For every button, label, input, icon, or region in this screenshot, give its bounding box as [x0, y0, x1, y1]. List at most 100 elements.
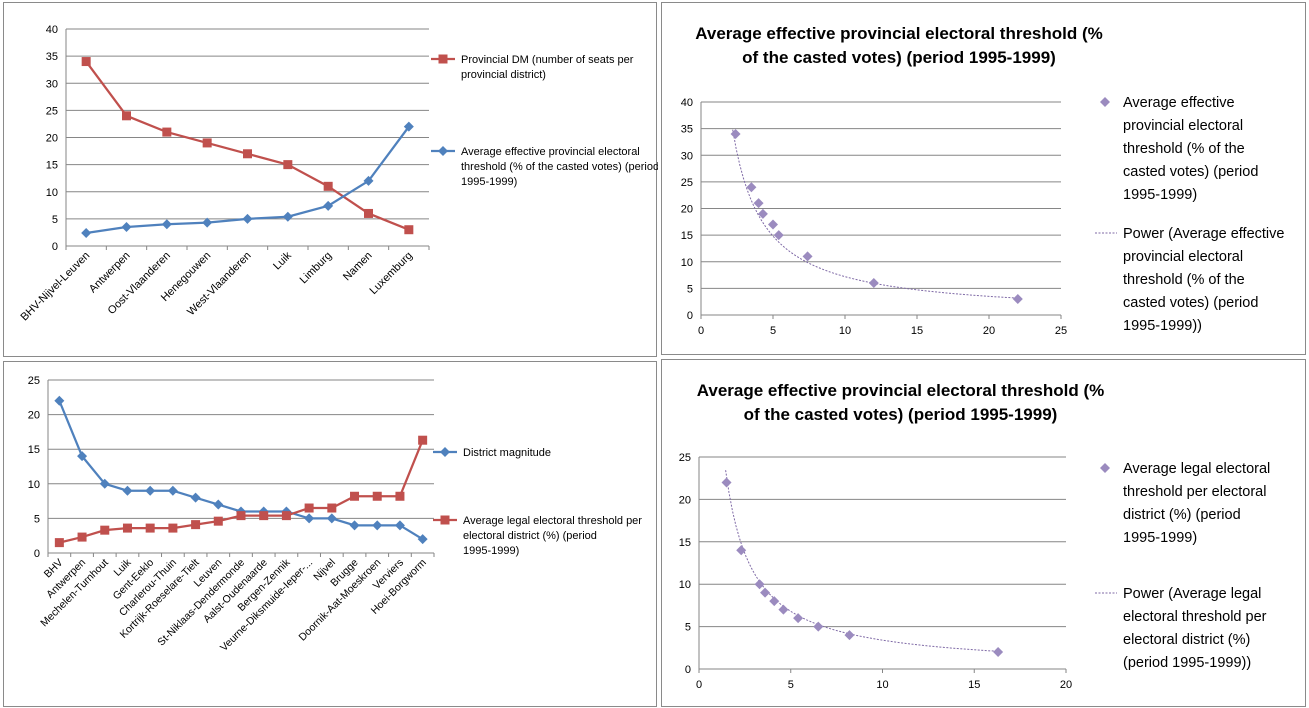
district-ytick-label: 0	[34, 548, 40, 560]
district-data-point	[54, 538, 64, 548]
legal-xtick-label: 20	[1060, 679, 1072, 691]
provincial-ytick-label: 35	[46, 51, 58, 63]
line-chart-provincial: 0510152025303540BHV-Nijvel-LeuvenAntwerp…	[19, 24, 658, 323]
provincial-ytick-label: 25	[46, 105, 58, 117]
provincial-ytick-label: 0	[52, 241, 58, 253]
legal-data-point	[736, 545, 747, 556]
effective-ytick-label: 5	[687, 283, 693, 295]
legal-data-point	[793, 613, 804, 624]
district-legend-label: Average legal electoral threshold per ele…	[463, 515, 642, 557]
district-ytick-label: 15	[28, 444, 40, 456]
provincial-data-point	[81, 57, 91, 67]
effective-legend-trend-label: Power (Average effective provincial elect…	[1123, 226, 1284, 334]
legal-ytick-label: 10	[679, 579, 691, 591]
effective-data-point	[868, 278, 879, 289]
provincial-ytick-label: 15	[46, 160, 58, 172]
district-data-point	[167, 485, 178, 496]
provincial-data-point	[323, 181, 333, 191]
provincial-data-point	[202, 138, 212, 148]
legal-xtick-label: 15	[968, 679, 980, 691]
legal-data-point	[778, 604, 789, 615]
legal-data-point	[993, 647, 1004, 658]
provincial-data-point	[323, 200, 334, 211]
legal-legend-marker	[1100, 463, 1110, 473]
district-data-point	[213, 499, 224, 510]
effective-xtick-label: 10	[839, 325, 851, 337]
effective-xtick-label: 15	[911, 325, 923, 337]
legal-chart-title: Average effective provincial electoral t…	[697, 381, 1105, 424]
provincial-data-point	[161, 219, 172, 230]
district-data-point	[145, 523, 155, 533]
scatter-chart-legal-threshold: Average effective provincial electoral t…	[679, 381, 1271, 691]
provincial-ytick-label: 5	[52, 214, 58, 226]
district-ytick-label: 5	[34, 513, 40, 525]
provincial-data-point	[282, 211, 293, 222]
district-data-point	[122, 485, 133, 496]
provincial-legend-marker	[438, 146, 448, 156]
provincial-data-point	[403, 121, 414, 132]
district-legend-marker	[440, 515, 450, 525]
effective-power-trendline	[732, 129, 1018, 299]
provincial-category-label: Limburg	[298, 250, 335, 287]
legal-legend-label: Average legal electoral threshold per ele…	[1123, 461, 1270, 546]
effective-data-point	[730, 128, 741, 139]
chart-panel-provincial-dm: 0 5 10 15 20 25 30 35 40 BHV-Nijvel-Leuven Antwerp…	[3, 2, 658, 357]
effective-data-point	[757, 208, 768, 219]
district-data-point	[236, 511, 246, 521]
district-series-line	[59, 439, 424, 544]
district-ytick-label: 25	[28, 375, 40, 387]
provincial-data-point	[122, 111, 131, 121]
provincial-category-label: Luxemburg	[368, 250, 415, 297]
effective-data-point	[1012, 294, 1023, 305]
district-data-point	[417, 534, 428, 545]
legal-xtick-label: 5	[788, 679, 794, 691]
legal-xtick-label: 0	[696, 679, 702, 691]
district-data-point	[54, 395, 65, 406]
provincial-legend-label: Average effective provincial electoral th…	[461, 146, 658, 188]
district-data-point	[394, 520, 405, 531]
legal-legend-trend-label: Power (Average legal electoral threshold …	[1123, 586, 1267, 671]
provincial-data-point	[81, 227, 92, 238]
effective-xtick-label: 25	[1055, 325, 1067, 337]
district-data-point	[168, 523, 178, 533]
provincial-data-point	[242, 213, 253, 224]
effective-xtick-label: 5	[770, 325, 776, 337]
district-data-point	[372, 520, 383, 531]
district-data-point	[281, 511, 291, 521]
effective-data-point	[802, 251, 813, 262]
district-legend-label: District magnitude	[463, 447, 551, 459]
provincial-data-point	[243, 149, 252, 159]
district-data-point	[145, 485, 156, 496]
provincial-ytick-label: 40	[46, 24, 58, 36]
district-data-point	[213, 516, 223, 526]
legal-ytick-label: 15	[679, 537, 691, 549]
district-data-point	[99, 478, 110, 489]
effective-ytick-label: 15	[681, 230, 693, 242]
provincial-data-point	[363, 175, 374, 186]
district-ytick-label: 20	[28, 410, 40, 422]
legal-power-trendline	[725, 470, 999, 652]
effective-data-point	[746, 182, 757, 193]
scatter-chart-effective-threshold: Average effective provincial electoral t…	[681, 24, 1285, 337]
provincial-ytick-label: 20	[46, 133, 58, 145]
legal-data-point	[813, 621, 824, 632]
legal-ytick-label: 20	[679, 494, 691, 506]
legal-ytick-label: 25	[679, 452, 691, 464]
effective-ytick-label: 40	[681, 97, 693, 109]
effective-legend-label: Average effective provincial electoral thr…	[1123, 95, 1258, 203]
legal-ytick-label: 0	[685, 664, 691, 676]
legal-data-point	[754, 579, 765, 590]
district-data-point	[350, 491, 360, 501]
effective-legend-marker	[1100, 97, 1110, 107]
effective-ytick-label: 25	[681, 177, 693, 189]
effective-data-point	[773, 230, 784, 241]
district-data-point	[190, 492, 201, 503]
provincial-legend-marker	[438, 54, 448, 64]
provincial-ytick-label: 30	[46, 78, 58, 90]
effective-ytick-label: 35	[681, 124, 693, 136]
effective-ytick-label: 0	[687, 310, 693, 322]
chart-panel-district-magnitude: 0 5 10 15 20 25 BHV Antwerpen Mechelen-Turnhout L…	[3, 361, 657, 707]
provincial-data-point	[364, 208, 373, 218]
district-data-point	[304, 503, 314, 513]
legal-xtick-label: 10	[876, 679, 888, 691]
